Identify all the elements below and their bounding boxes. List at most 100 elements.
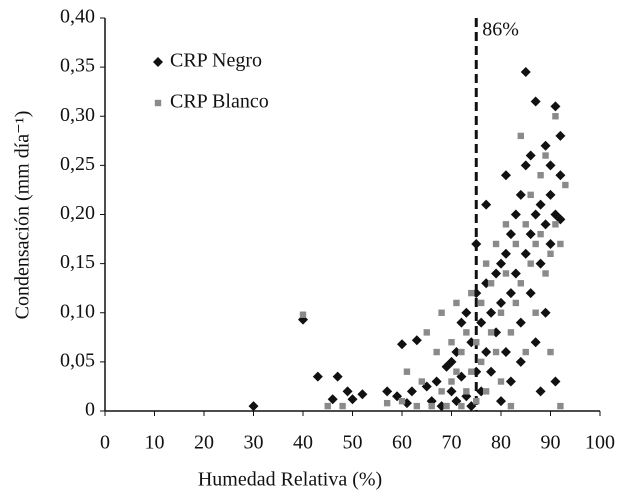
x-tick-label: 0 (100, 432, 110, 454)
point (382, 386, 393, 397)
point (463, 388, 470, 395)
x-tick-label: 50 (343, 432, 363, 454)
y-tick-label: 0,15 (60, 251, 95, 273)
point (481, 199, 492, 210)
point (522, 221, 529, 228)
point (478, 299, 485, 307)
point (486, 307, 497, 318)
point (515, 189, 526, 200)
point (471, 238, 482, 249)
y-tick-label: 0,35 (60, 55, 95, 77)
point (446, 356, 457, 367)
point (520, 67, 531, 78)
point (478, 358, 485, 366)
point (423, 329, 430, 336)
y-tick-label: 0,05 (60, 349, 95, 371)
legend-label: CRP Negro (170, 50, 262, 72)
x-tick-label: 70 (442, 432, 462, 454)
point (557, 402, 564, 410)
point (487, 329, 495, 336)
point (537, 172, 544, 179)
point (527, 191, 534, 199)
point (473, 397, 480, 405)
x-tick-label: 20 (194, 432, 214, 454)
point (406, 386, 417, 397)
point (512, 240, 520, 248)
point (438, 388, 445, 395)
point (428, 402, 435, 410)
point (535, 386, 546, 397)
point (448, 378, 455, 385)
point (473, 339, 480, 346)
point (324, 402, 331, 410)
point (491, 268, 502, 279)
y-tick-label: 0,40 (60, 6, 95, 28)
legend-label: CRP Blanco (170, 91, 269, 113)
point (481, 347, 492, 358)
point (458, 402, 465, 410)
point (540, 140, 551, 151)
point (476, 317, 487, 328)
point (532, 309, 539, 316)
point (555, 170, 566, 181)
point (512, 299, 520, 307)
point (453, 299, 460, 307)
point (507, 402, 515, 410)
point (486, 366, 497, 377)
point (537, 230, 544, 238)
point (545, 238, 556, 249)
point (497, 378, 505, 385)
point (550, 101, 561, 112)
point (433, 348, 440, 356)
point (500, 347, 511, 358)
y-axis-label: Condensación (mm día⁻¹) (12, 111, 34, 320)
point (413, 402, 421, 410)
point (505, 229, 516, 240)
point (525, 229, 536, 240)
y-tick-label: 0,10 (60, 300, 95, 322)
point (500, 248, 511, 259)
point (383, 399, 391, 407)
point (438, 309, 445, 316)
point (463, 329, 470, 336)
point (453, 368, 460, 375)
legend-marker (154, 99, 162, 107)
point (517, 132, 524, 140)
point (525, 288, 536, 299)
point (500, 170, 511, 181)
point (496, 396, 506, 407)
point (542, 152, 549, 159)
point (397, 339, 407, 350)
point (403, 368, 411, 375)
point (542, 270, 549, 277)
point (540, 307, 551, 318)
x-tick-label: 30 (244, 432, 264, 454)
point (547, 348, 554, 356)
point (332, 371, 343, 382)
y-tick-label: 0,20 (60, 202, 95, 224)
point (527, 260, 534, 267)
point (502, 270, 510, 277)
point (482, 260, 490, 267)
point (535, 199, 546, 210)
y-tick-label: 0,30 (60, 104, 95, 126)
point (545, 189, 556, 200)
point (492, 348, 500, 356)
x-tick-label: 40 (293, 432, 313, 454)
point (505, 288, 516, 299)
point (557, 240, 564, 248)
point (507, 329, 515, 336)
x-tick-label: 100 (585, 432, 615, 454)
point (510, 209, 521, 220)
point (525, 150, 536, 161)
x-axis-label: Humedad Relativa (%) (198, 469, 382, 491)
point (458, 348, 465, 356)
point (468, 289, 475, 297)
x-tick-label: 10 (145, 432, 165, 454)
point (510, 268, 521, 279)
point (411, 335, 422, 346)
point (497, 309, 505, 316)
point (468, 368, 475, 375)
point (448, 339, 455, 346)
point (299, 311, 307, 318)
